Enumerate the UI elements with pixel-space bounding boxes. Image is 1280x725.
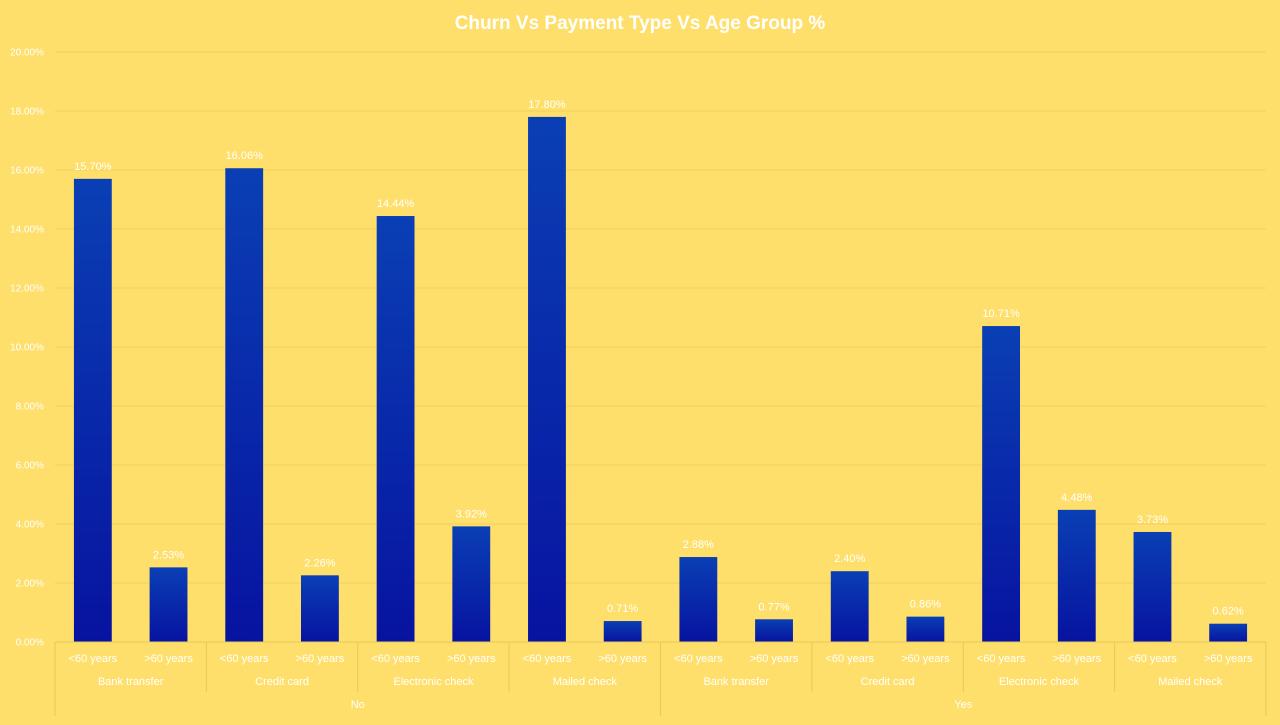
data-label: 3.73%: [1137, 514, 1168, 526]
bars: [73, 116, 1248, 643]
bar: [830, 571, 869, 642]
data-label: 10.71%: [982, 308, 1020, 320]
y-axis: 0.00% 2.00% 4.00% 6.00% 8.00% 10.00% 12.00% 14.…: [10, 48, 44, 649]
bar: [1133, 531, 1172, 642]
x-tick-label: <60 years: [371, 653, 420, 665]
data-label: 17.80%: [528, 99, 566, 111]
bar: [906, 616, 945, 642]
churn-group-label: Yes: [954, 699, 972, 711]
x-tick-label: <60 years: [977, 653, 1026, 665]
bar: [376, 216, 415, 642]
payment-type-label: Credit card: [861, 676, 915, 688]
y-tick-label: 4.00%: [16, 520, 44, 531]
data-label: 4.48%: [1061, 492, 1092, 504]
x-axis: <60 years >60 years <60 years >60 years <60 …: [54, 641, 1267, 716]
y-tick-label: 20.00%: [10, 48, 44, 59]
bar: [300, 575, 339, 642]
payment-type-label: Mailed check: [553, 676, 618, 688]
x-tick-label: >60 years: [598, 653, 647, 665]
data-label: 2.88%: [683, 539, 714, 551]
x-tick-label: >60 years: [144, 653, 193, 665]
data-label: 16.06%: [226, 150, 264, 162]
bar: [1057, 509, 1096, 642]
payment-type-label: Mailed check: [1158, 676, 1223, 688]
payment-type-label: Bank transfer: [98, 676, 164, 688]
bar: [452, 526, 491, 642]
payment-type-label: Electronic check: [999, 676, 1080, 688]
data-label: 14.44%: [377, 198, 415, 210]
x-tick-label: <60 years: [523, 653, 572, 665]
data-label: 0.71%: [607, 603, 638, 615]
data-label: 0.77%: [758, 601, 789, 613]
x-tick-label: >60 years: [750, 653, 799, 665]
x-tick-label: <60 years: [220, 653, 269, 665]
bar: [528, 116, 566, 642]
y-tick-label: 8.00%: [16, 402, 44, 413]
x-tick-label: <60 years: [69, 653, 118, 665]
bar: [603, 621, 642, 642]
data-label: 0.62%: [1213, 606, 1244, 618]
data-label: 3.92%: [456, 508, 487, 520]
x-tick-label: >60 years: [447, 653, 496, 665]
payment-type-label: Bank transfer: [703, 676, 769, 688]
x-tick-label: >60 years: [1204, 653, 1253, 665]
data-labels: 15.70% 2.53% 16.06% 2.26% 14.44% 3.92% 17.80% 0…: [74, 99, 1244, 618]
x-tick-label: <60 years: [825, 653, 874, 665]
bar: [149, 567, 188, 642]
churn-group-label: No: [351, 699, 365, 711]
bar: [225, 168, 264, 643]
bar: [73, 178, 112, 642]
x-tick-label: <60 years: [674, 653, 723, 665]
data-label: 0.86%: [910, 599, 941, 611]
y-tick-label: 2.00%: [16, 579, 44, 590]
bar: [982, 326, 1021, 642]
data-label: 15.70%: [74, 161, 112, 173]
y-tick-label: 10.00%: [10, 343, 44, 354]
data-label: 2.26%: [304, 557, 335, 569]
y-tick-label: 18.00%: [10, 107, 44, 118]
data-label: 2.53%: [153, 549, 184, 561]
x-tick-label: >60 years: [296, 653, 345, 665]
x-tick-label: <60 years: [1128, 653, 1177, 665]
chart-title: Churn Vs Payment Type Vs Age Group %: [455, 13, 826, 34]
y-tick-label: 16.00%: [10, 166, 44, 177]
payment-type-label: Electronic check: [393, 676, 474, 688]
bar: [755, 619, 793, 642]
y-tick-label: 0.00%: [16, 638, 44, 649]
x-tick-label: >60 years: [1052, 653, 1101, 665]
x-tick-label: >60 years: [901, 653, 950, 665]
y-tick-label: 6.00%: [16, 461, 44, 472]
data-label: 2.40%: [834, 553, 865, 565]
payment-type-label: Credit card: [255, 676, 309, 688]
bar: [679, 557, 718, 642]
bar: [1209, 623, 1248, 642]
y-tick-label: 14.00%: [10, 225, 44, 236]
y-tick-label: 12.00%: [10, 284, 44, 295]
